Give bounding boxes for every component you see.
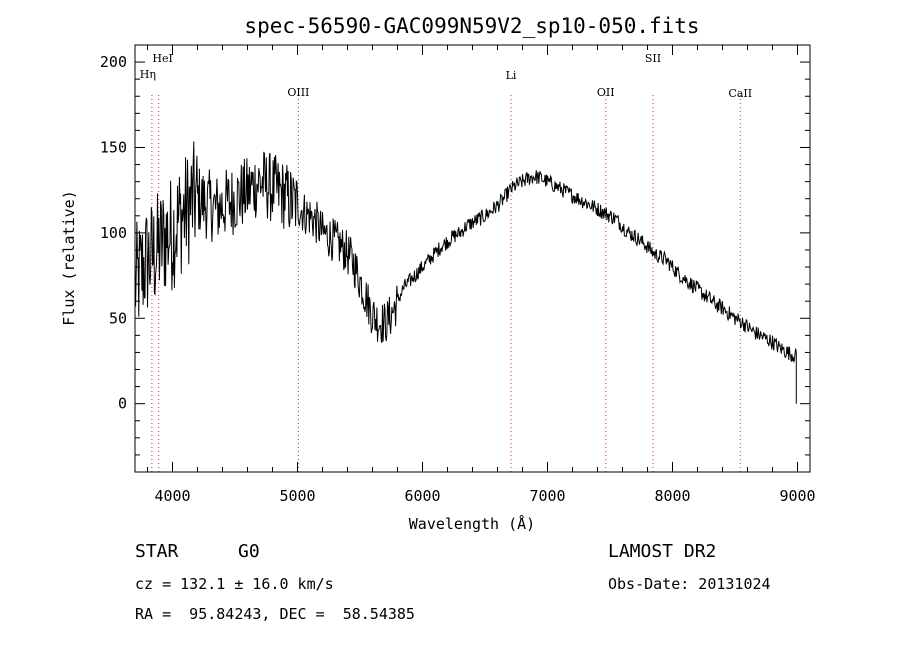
y-axis-label: Flux (relative) (60, 190, 78, 325)
chart-title: spec-56590-GAC099N59V2_sp10-050.fits (244, 14, 699, 38)
marker-h-label: Hη (140, 68, 156, 81)
x-tick-label: 6000 (404, 487, 440, 505)
x-tick-label: 7000 (529, 487, 565, 505)
x-tick-label: 8000 (654, 487, 690, 505)
redshift-velocity: cz = 132.1 ± 16.0 km/s (135, 575, 334, 593)
plot-frame (134, 44, 811, 473)
spectral-subclass: G0 (238, 541, 260, 562)
x-axis-label: Wavelength (Å) (409, 514, 535, 533)
x-tick-label: 9000 (779, 487, 815, 505)
marker-oii-label: OII (597, 86, 615, 99)
y-tick-label: 50 (109, 309, 127, 327)
x-tick-label: 4000 (154, 487, 190, 505)
y-axis-ticks: 0 50 100 150 200 (100, 53, 810, 473)
survey-name: LAMOST DR2 (608, 541, 717, 562)
marker-sii-label: SII (645, 52, 661, 65)
y-tick-label: 100 (100, 224, 127, 242)
sky-coordinates: RA = 95.84243, DEC = 58.54385 (135, 605, 415, 623)
object-type: STAR (135, 541, 179, 562)
y-tick-label: 150 (100, 138, 127, 156)
x-axis-ticks: 4000 5000 6000 7000 8000 9000 (147, 45, 816, 505)
marker-oiii-label: OIII (287, 86, 309, 99)
marker-caii-label: CaII (728, 87, 752, 100)
observation-date: Obs-Date: 20131024 (608, 575, 771, 593)
y-tick-label: 200 (100, 53, 127, 71)
y-tick-label: 0 (118, 395, 127, 413)
x-tick-label: 5000 (279, 487, 315, 505)
marker-hei-label: HeI (152, 52, 172, 65)
spectrum-line (134, 141, 797, 404)
marker-li-label: Li (506, 69, 517, 82)
spectral-line-markers: Hη HeI OIII Li OII SII CaII (140, 52, 752, 472)
